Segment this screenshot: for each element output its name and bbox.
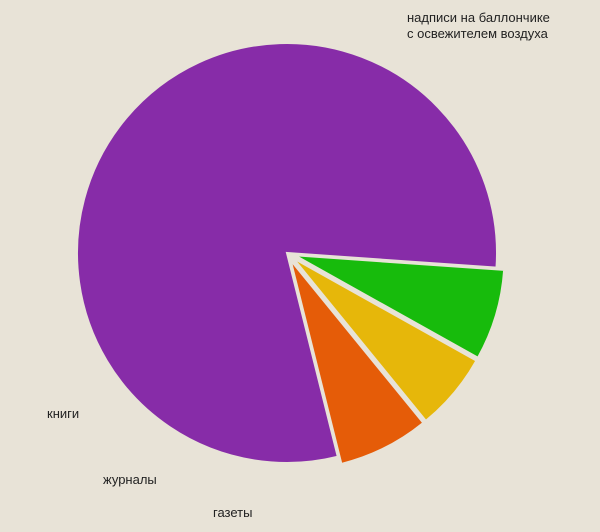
label-newspapers: газеты bbox=[213, 505, 253, 520]
annotation-line-2: с освежителем воздуха bbox=[407, 26, 548, 41]
slice-newspapers bbox=[294, 254, 506, 360]
slice-books bbox=[289, 259, 425, 466]
label-magazines: журналы bbox=[103, 472, 157, 487]
label-books: книги bbox=[47, 406, 80, 421]
annotation-line-1: надписи на баллончике bbox=[407, 10, 550, 25]
slice-air-freshener bbox=[76, 42, 498, 464]
main-slice-annotation: надписи на баллончике с освежителем возд… bbox=[407, 10, 550, 42]
slice-magazines bbox=[292, 257, 478, 423]
pie-slices bbox=[76, 42, 506, 466]
